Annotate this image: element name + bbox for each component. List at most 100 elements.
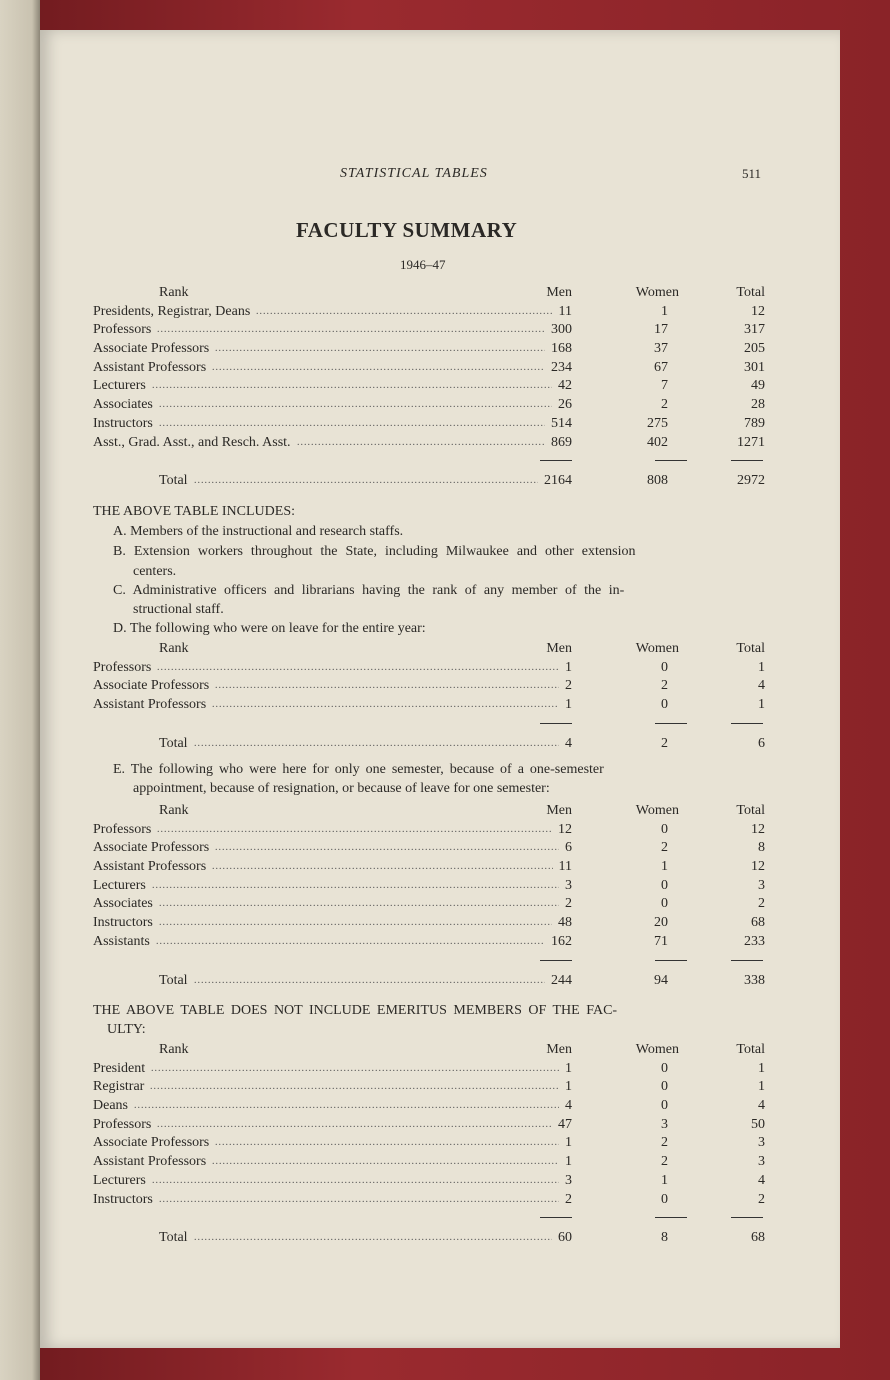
total-cell: 1 (758, 659, 765, 675)
leader-dots: ........................................… (212, 861, 553, 873)
note-b-cont: centers. (133, 564, 177, 579)
men-cell: 1 (565, 1154, 572, 1170)
total-rule (93, 952, 765, 972)
men-cell: 300 (551, 322, 572, 338)
table-row: Asst., Grad. Asst., and Resch. Asst.....… (93, 434, 765, 453)
leader-dots: ........................................… (159, 917, 552, 929)
total-cell: 233 (744, 933, 765, 949)
total-rule-line (731, 460, 763, 462)
leader-dots: ........................................… (194, 974, 545, 986)
women-cell: 17 (654, 322, 668, 338)
rank-cell: Total (159, 1230, 188, 1246)
rank-cell: President (93, 1060, 146, 1076)
page-number: 511 (742, 166, 762, 181)
leader-dots: ........................................… (194, 475, 538, 487)
total-cell: 3 (758, 1154, 765, 1170)
leader-dots: ........................................… (151, 1062, 559, 1074)
men-cell: 26 (558, 397, 572, 413)
emeritus-table: Rank Men Women Total President..............… (93, 1041, 765, 1248)
leader-dots: ........................................… (159, 417, 545, 429)
total-cell: 1271 (737, 434, 765, 450)
men-cell: 6 (565, 840, 572, 856)
table-header: Rank Men Women Total (93, 284, 765, 303)
women-cell: 402 (647, 434, 668, 450)
women-cell: 2 (661, 1154, 668, 1170)
total-cell: 2972 (737, 473, 765, 489)
rank-cell: Instructors (93, 415, 153, 431)
men-cell: 2 (565, 1191, 572, 1207)
men-cell: 3 (565, 1172, 572, 1188)
women-cell: 1 (661, 303, 668, 319)
men-cell: 1 (565, 1135, 572, 1151)
women-cell: 3 (661, 1116, 668, 1132)
total-cell: Total (736, 803, 765, 818)
table-row: Professors..............................… (93, 1116, 765, 1135)
men-cell: 244 (551, 972, 572, 988)
leader-dots: ........................................… (159, 399, 552, 411)
women-cell: 2 (661, 1135, 668, 1151)
table-row: Registrar...............................… (93, 1078, 765, 1097)
rank-cell: Lecturers (93, 378, 146, 394)
women-cell: 2 (661, 840, 668, 856)
men-cell: 4 (565, 1098, 572, 1114)
table-row: Associate Professors....................… (93, 677, 765, 696)
women-cell: 0 (661, 877, 668, 893)
total-cell: 68 (751, 1230, 765, 1246)
leader-dots: ........................................… (212, 1156, 559, 1168)
men-cell: 1 (565, 1060, 572, 1076)
total-rule-line (731, 959, 763, 961)
women-cell: Women (635, 285, 679, 300)
women-cell: 0 (661, 1060, 668, 1076)
women-cell: 0 (661, 1191, 668, 1207)
rank-cell: Lecturers (93, 1172, 146, 1188)
leader-dots: ........................................… (297, 436, 545, 448)
rank-cell: Rank (159, 641, 189, 656)
rank-cell: Lecturers (93, 877, 146, 893)
rank-cell: Total (159, 972, 188, 988)
leader-dots: ........................................… (215, 842, 559, 854)
rank-cell: Instructors (93, 915, 153, 931)
men-cell: 234 (551, 359, 572, 375)
total-cell: Total (736, 285, 765, 300)
rank-cell: Professors (93, 821, 152, 837)
page-title: FACULTY SUMMARY (296, 218, 518, 242)
women-cell: 0 (661, 1079, 668, 1095)
total-cell: 68 (751, 915, 765, 931)
women-cell: 0 (661, 896, 668, 912)
table-row: Deans...................................… (93, 1097, 765, 1116)
women-cell: 0 (661, 697, 668, 713)
total-cell: 12 (751, 303, 765, 319)
total-cell: 3 (758, 877, 765, 893)
table-row: Assistant Professors....................… (93, 696, 765, 715)
table-row: Instructors.............................… (93, 914, 765, 933)
total-cell: 3 (758, 1135, 765, 1151)
page (40, 30, 840, 1348)
women-cell: 2 (661, 735, 668, 751)
leader-dots: ........................................… (215, 680, 559, 692)
men-rule-line (540, 1217, 572, 1219)
women-cell: Women (635, 641, 679, 656)
total-cell: 2 (758, 896, 765, 912)
leader-dots: ........................................… (159, 898, 559, 910)
total-cell: Total (736, 641, 765, 656)
total-cell: 338 (744, 972, 765, 988)
total-row: Total...................................… (93, 972, 765, 991)
men-cell: 168 (551, 341, 572, 357)
women-cell: Women (635, 1042, 679, 1057)
leader-dots: ........................................… (157, 823, 552, 835)
women-cell: 37 (654, 341, 668, 357)
leader-dots: ........................................… (157, 1118, 552, 1130)
table-row: Professors..............................… (93, 821, 765, 840)
total-cell: 12 (751, 821, 765, 837)
total-cell: 1 (758, 1060, 765, 1076)
note-b: B. Extension workers throughout the Stat… (113, 544, 636, 559)
rank-cell: Associate Professors (93, 341, 210, 357)
total-cell: 1 (758, 1079, 765, 1095)
women-rule-line (655, 959, 687, 961)
leader-dots: ........................................… (134, 1100, 559, 1112)
men-cell: Men (546, 803, 572, 818)
men-cell: 47 (558, 1116, 572, 1132)
women-rule-line (655, 1217, 687, 1219)
leader-dots: ........................................… (152, 380, 552, 392)
one-semester-table: Rank Men Women Total Professors.............… (93, 802, 765, 990)
